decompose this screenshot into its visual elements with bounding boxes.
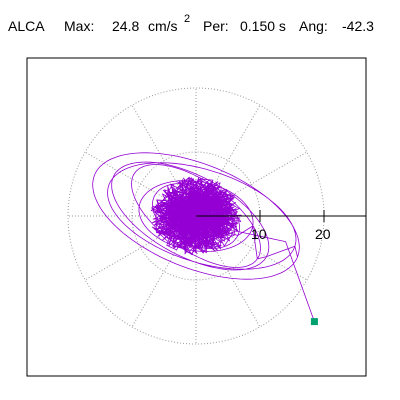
max-unit: cm/s	[148, 18, 178, 34]
end-marker	[310, 318, 318, 326]
max-label: Max:	[64, 18, 95, 34]
angle-label: Ang:	[299, 18, 328, 34]
period-value: 0.150 s	[240, 18, 286, 34]
end-marker-group	[310, 318, 318, 326]
max-unit-exponent: 2	[184, 13, 191, 25]
angle-value: -42.3	[342, 18, 374, 34]
max-value: 24.8	[112, 18, 140, 34]
trace-path	[92, 152, 315, 322]
radial-tick-label-10: 10	[251, 226, 267, 242]
radial-axis: 10 20	[196, 210, 366, 242]
station-label: ALCA	[8, 18, 45, 34]
motion-trace	[92, 152, 315, 322]
period-label: Per:	[203, 18, 229, 34]
plot-frame	[26, 57, 367, 377]
radial-tick-label-20: 20	[315, 226, 331, 242]
